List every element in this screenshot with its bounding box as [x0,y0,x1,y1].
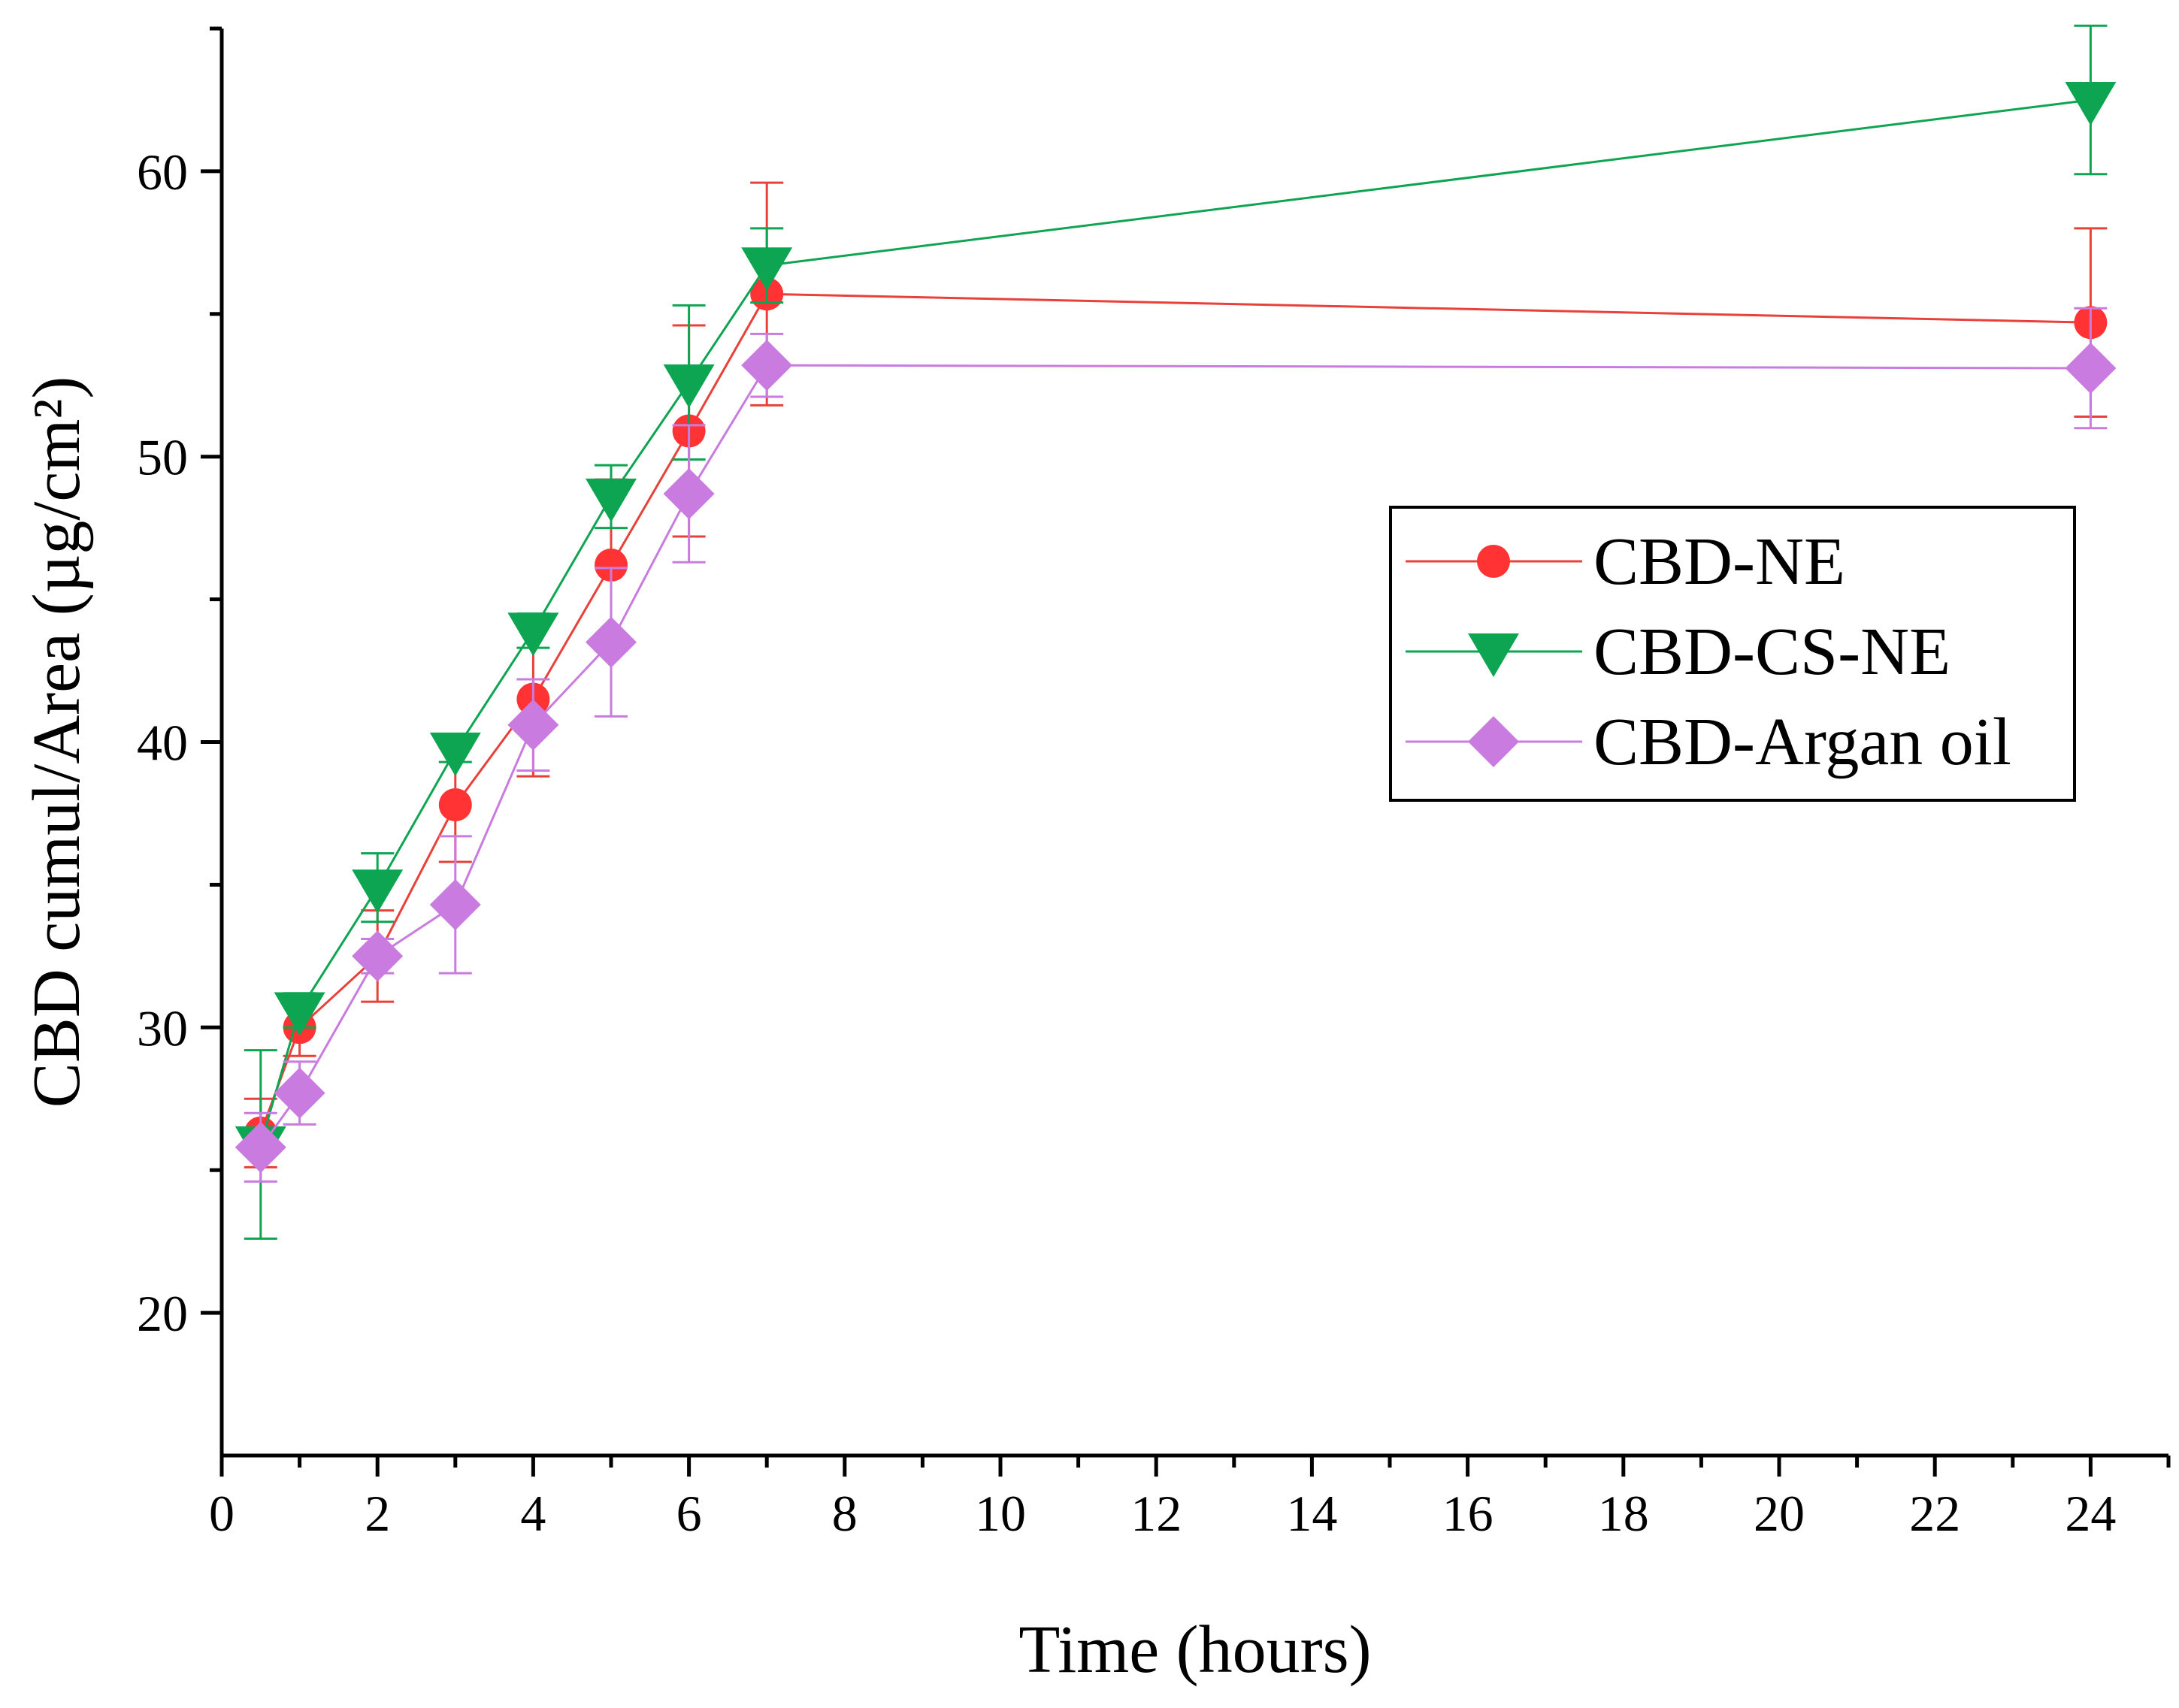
series-layer [235,24,2117,1240]
x-tick-label: 10 [975,1485,1026,1542]
x-axis-title: Time (hours) [1018,1613,1371,1687]
data-point [235,1121,286,1173]
data-point [507,612,559,657]
data-point [507,699,559,751]
x-tick-label: 12 [1130,1485,1182,1542]
data-point [429,732,481,776]
x-tick-label: 0 [209,1485,235,1542]
legend-label: CBD-NE [1593,524,1845,599]
data-point [2065,81,2117,125]
x-tick-label: 8 [832,1485,858,1542]
data-point [429,878,481,930]
y-tick-label: 30 [137,999,188,1057]
data-point [2065,342,2117,394]
y-tick-label: 50 [137,429,188,486]
x-tick-label: 16 [1442,1485,1494,1542]
data-point [741,247,793,292]
x-tick-label: 4 [520,1485,546,1542]
data-point [741,340,793,391]
y-tick-label: 60 [137,144,188,201]
legend-label: CBD-Argan oil [1593,705,2011,779]
data-point [586,478,637,522]
data-point [663,364,715,408]
x-tick-label: 2 [365,1485,390,1542]
data-point [274,1067,325,1119]
legend: CBD-NE CBD-CS-NE CBD-Argan oil [1389,506,2076,802]
legend-marker [1468,633,1519,677]
x-tick-label: 6 [676,1485,702,1542]
x-tick-label: 20 [1754,1485,1805,1542]
data-point [663,468,715,520]
data-point [438,788,472,822]
x-tick-label: 22 [1909,1485,1960,1542]
y-axis-title: CBD cumul/Area (µg/cm²) [20,376,94,1108]
x-tick-label: 24 [2065,1485,2116,1542]
data-point [595,549,628,582]
y-tick-label: 40 [137,715,188,772]
y-tick-label: 20 [137,1285,188,1342]
x-tick-label: 18 [1598,1485,1649,1542]
data-point [352,869,404,914]
legend-marker [1477,545,1510,578]
data-point [352,930,404,982]
data-point [274,992,325,1036]
legend-marker [1468,716,1519,767]
legend-label: CBD-CS-NE [1593,615,1951,689]
x-tick-label: 14 [1286,1485,1337,1542]
data-point [586,616,637,668]
series-cbd-argan-oil [235,307,2117,1183]
